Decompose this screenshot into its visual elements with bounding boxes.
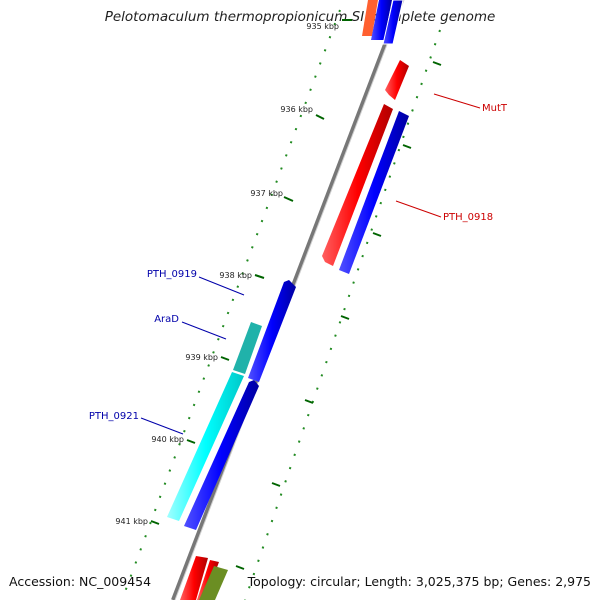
- gene-label-arad[interactable]: AraD: [154, 314, 179, 325]
- tick-label-941: 941 kbp: [115, 517, 148, 526]
- tick-label-939: 939 kbp: [185, 353, 218, 362]
- tick-939: 939 kbp: [185, 353, 230, 362]
- arad-leader: [181, 321, 227, 340]
- bottom-partial-genes: [180, 556, 228, 600]
- gene-mutt-arrow[interactable]: [385, 60, 409, 100]
- gene-label-pth0921[interactable]: PTH_0921: [89, 411, 139, 422]
- top-partial-genes: [362, 0, 404, 45]
- tick-label-940: 940 kbp: [151, 435, 184, 444]
- genome-summary-text: Topology: circular; Length: 3,025,375 bp…: [247, 574, 591, 589]
- tick-940: 940 kbp: [151, 435, 196, 444]
- accession-text: Accession: NC_009454: [9, 574, 152, 589]
- gene-pth0921-arrow[interactable]: [184, 380, 259, 530]
- gene-label-pth0919[interactable]: PTH_0919: [147, 269, 197, 280]
- inner-dotted-ring: [121, 9, 341, 600]
- pth0918-leader: [395, 200, 442, 218]
- gene-reverse-918b-arrow[interactable]: [339, 111, 409, 274]
- tick-936: 936 kbp: [280, 105, 325, 120]
- outer-ticks: [235, 61, 442, 570]
- tick-938: 938 kbp: [219, 271, 265, 280]
- gene-label-pth0918[interactable]: PTH_0918: [443, 212, 493, 223]
- tick-label-936: 936 kbp: [280, 105, 313, 114]
- gene-label-mutt[interactable]: MutT: [482, 103, 508, 114]
- gene-arad-arrow[interactable]: [233, 322, 262, 374]
- tick-935: 935 kbp: [306, 19, 352, 31]
- tick-937: 937 kbp: [250, 189, 294, 202]
- gene-pth0919-arrow[interactable]: [248, 280, 296, 382]
- mutt-leader: [433, 93, 481, 109]
- pth0919-leader: [198, 276, 245, 296]
- tick-941: 941 kbp: [115, 517, 160, 526]
- tick-label-935: 935 kbp: [306, 22, 339, 31]
- pth0921-leader: [140, 417, 184, 435]
- tick-label-938: 938 kbp: [219, 271, 252, 280]
- tick-label-937: 937 kbp: [250, 189, 283, 198]
- gene-cyan-lower-arrow[interactable]: [167, 372, 244, 521]
- gene-pth0918-arrow[interactable]: [322, 104, 393, 266]
